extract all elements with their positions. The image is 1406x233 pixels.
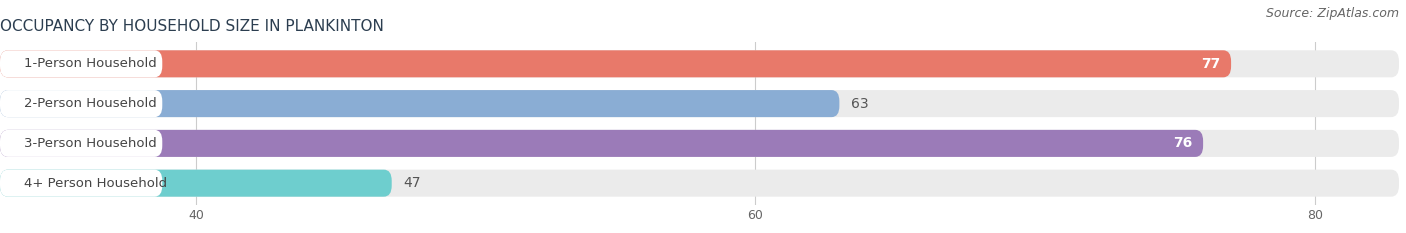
Text: 4+ Person Household: 4+ Person Household [24,177,167,190]
FancyBboxPatch shape [0,50,1232,77]
Text: 63: 63 [851,97,868,111]
FancyBboxPatch shape [0,90,839,117]
FancyBboxPatch shape [0,90,162,117]
FancyBboxPatch shape [0,50,1399,77]
Text: 77: 77 [1201,57,1220,71]
Text: 47: 47 [404,176,420,190]
Text: OCCUPANCY BY HOUSEHOLD SIZE IN PLANKINTON: OCCUPANCY BY HOUSEHOLD SIZE IN PLANKINTO… [0,19,384,34]
FancyBboxPatch shape [0,170,162,197]
FancyBboxPatch shape [0,130,1204,157]
Text: 2-Person Household: 2-Person Household [24,97,157,110]
FancyBboxPatch shape [0,170,1399,197]
FancyBboxPatch shape [0,130,1399,157]
FancyBboxPatch shape [0,50,162,77]
Text: Source: ZipAtlas.com: Source: ZipAtlas.com [1265,7,1399,20]
Text: 3-Person Household: 3-Person Household [24,137,157,150]
Text: 76: 76 [1173,136,1192,150]
Text: 1-Person Household: 1-Person Household [24,57,157,70]
FancyBboxPatch shape [0,170,392,197]
FancyBboxPatch shape [0,130,162,157]
FancyBboxPatch shape [0,90,1399,117]
